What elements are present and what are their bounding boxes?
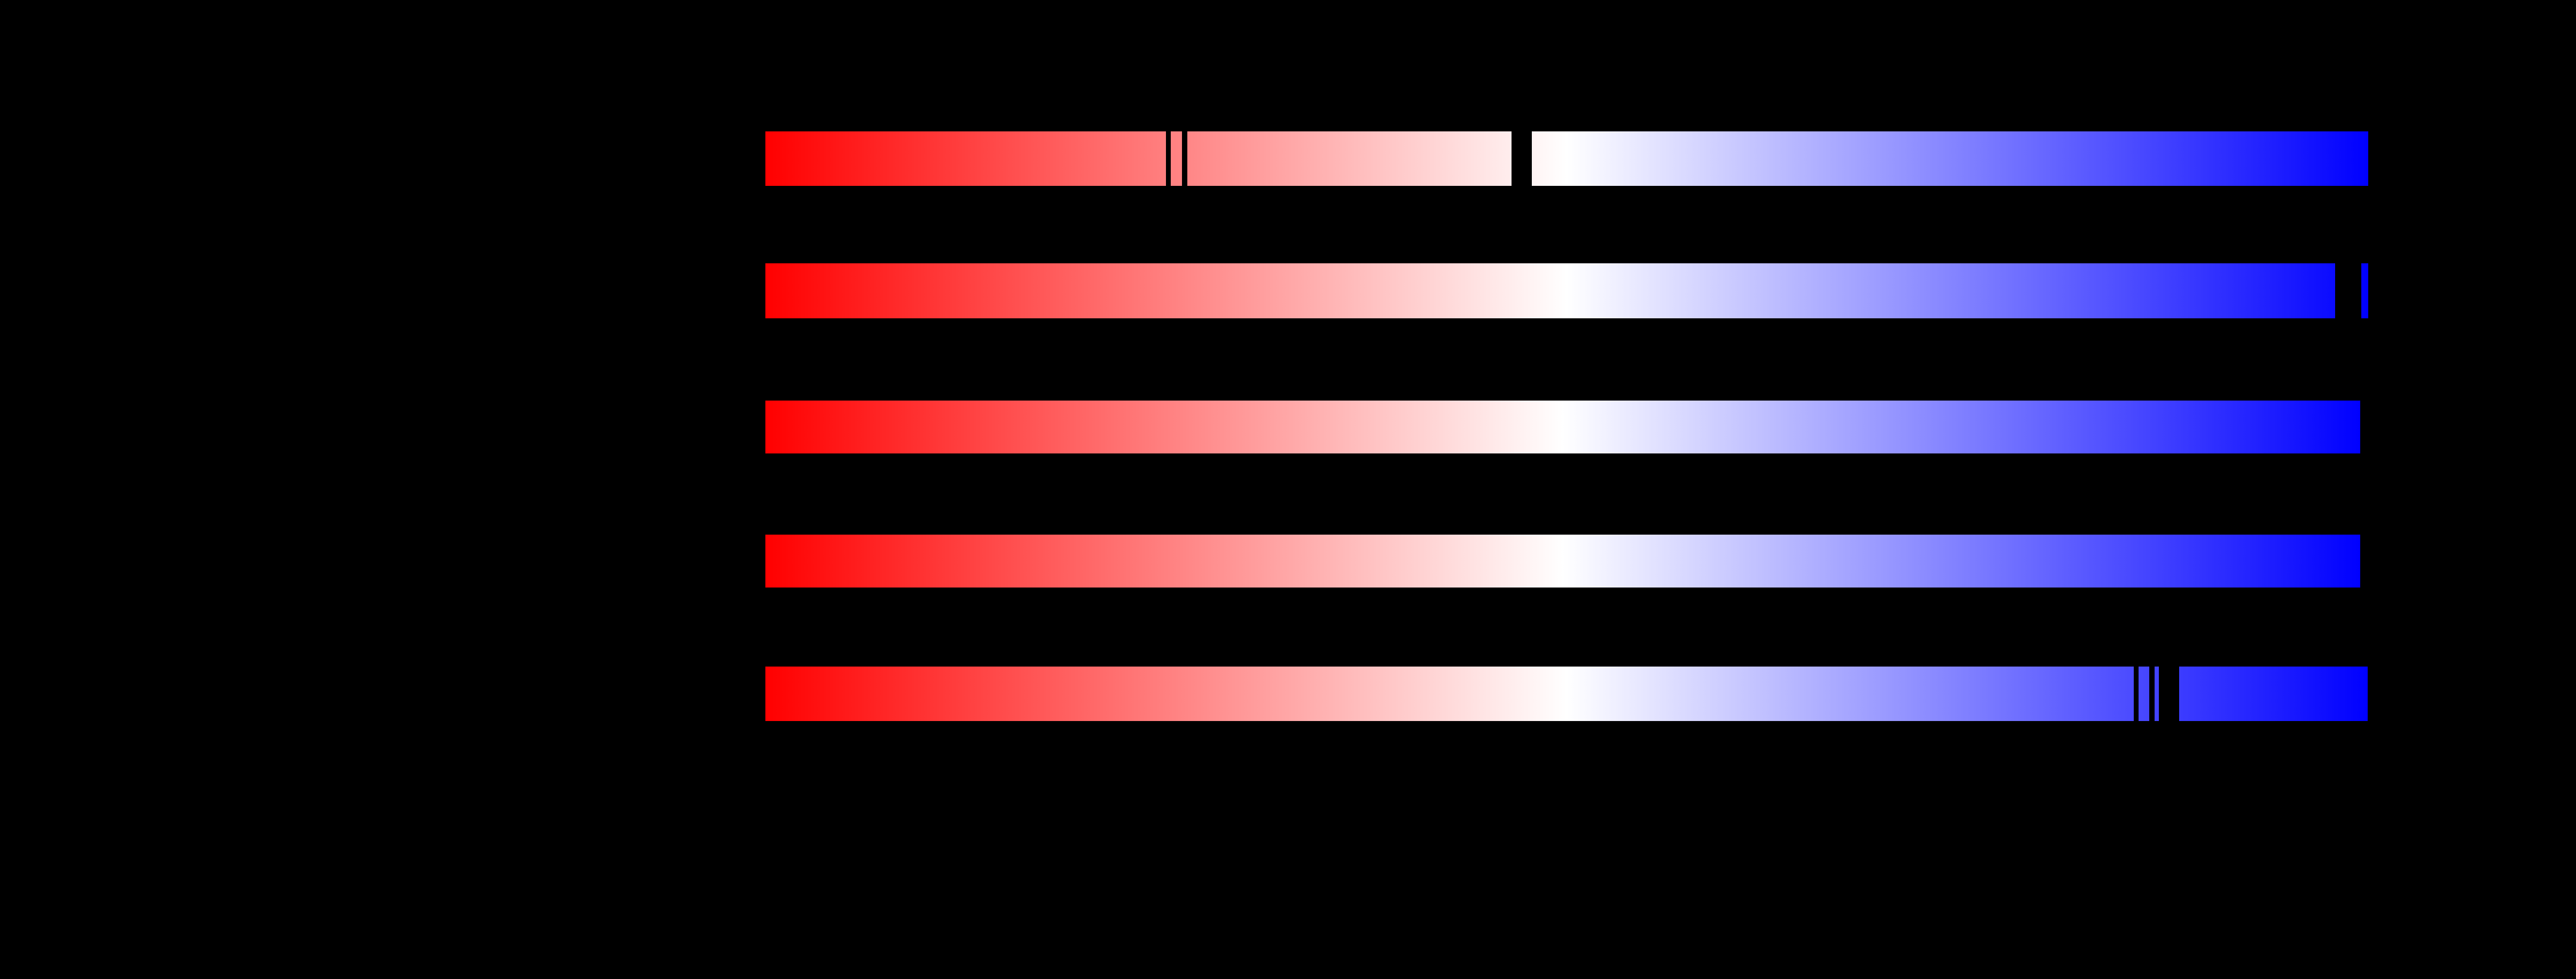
gradient-bar-row-1	[765, 131, 2368, 186]
gradient-bar-row-3	[765, 401, 2360, 453]
tick-mark	[1166, 131, 1171, 186]
tick-mark	[1512, 131, 1532, 186]
tick-mark	[2149, 667, 2155, 721]
tick-mark	[2335, 263, 2361, 318]
gradient-bar-row-5	[765, 667, 2368, 721]
tick-mark	[2134, 667, 2139, 721]
gradient-bar-row-2	[765, 263, 2368, 318]
tick-mark	[1182, 131, 1187, 186]
gradient-bar-row-4	[765, 535, 2360, 588]
tick-mark	[2159, 667, 2179, 721]
